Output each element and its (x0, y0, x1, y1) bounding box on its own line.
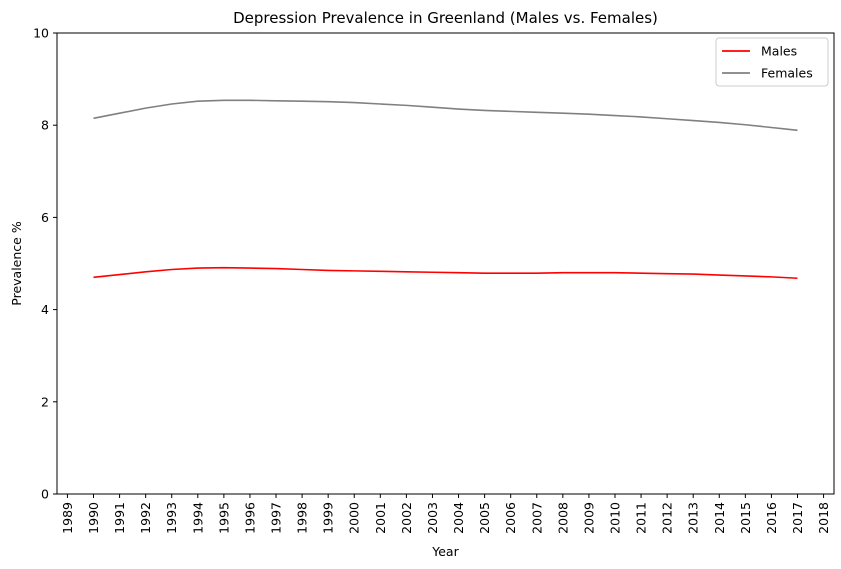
x-tick-label: 1999 (321, 502, 336, 534)
x-tick-label: 2004 (451, 502, 466, 534)
x-tick-label: 1997 (269, 502, 284, 534)
x-tick-label: 1998 (295, 502, 310, 534)
x-tick-label: 2005 (477, 502, 492, 534)
x-axis: 1989 1990 1991 1992 1993 1994 1995 1996 1997 1998… (60, 494, 831, 534)
x-tick-label: 2014 (712, 502, 727, 534)
y-tick-label: 10 (33, 26, 49, 41)
x-tick-label: 2015 (738, 502, 753, 534)
x-tick-label: 2003 (425, 502, 440, 534)
x-tick-label: 2013 (686, 502, 701, 534)
x-tick-label: 2002 (399, 502, 414, 534)
legend-box (715, 37, 829, 87)
chart-title: Depression Prevalence in Greenland (Male… (233, 9, 658, 27)
x-tick-label: 2016 (764, 502, 779, 534)
x-tick-label: 2006 (503, 502, 518, 534)
x-tick-label: 2012 (660, 502, 675, 534)
legend: Males Females (715, 37, 829, 87)
y-axis: 0 2 4 6 8 10 (33, 26, 57, 502)
x-tick-label: 1991 (112, 502, 127, 534)
x-tick-label: 1992 (138, 502, 153, 534)
x-tick-label: 1996 (242, 502, 257, 534)
x-tick-label: 1989 (60, 502, 75, 534)
x-tick-label: 2008 (555, 502, 570, 534)
series-line-males (93, 266, 798, 280)
plot-frame (56, 32, 835, 495)
x-tick-label: 2007 (529, 502, 544, 534)
x-tick-label: 2011 (634, 502, 649, 534)
x-tick-label: 1990 (86, 502, 101, 534)
plot-area (56, 32, 835, 495)
legend-label-males: Males (761, 44, 797, 59)
series-line-females (93, 99, 798, 132)
y-tick-label: 6 (41, 210, 49, 225)
x-tick-label: 2018 (816, 502, 831, 534)
y-tick-label: 0 (41, 487, 49, 502)
y-tick-label: 4 (41, 302, 49, 317)
legend-label-females: Females (761, 66, 813, 81)
x-tick-label: 2000 (347, 502, 362, 534)
y-axis-label: Prevalence % (9, 221, 24, 306)
x-tick-label: 2010 (607, 502, 622, 534)
x-tick-label: 2009 (581, 502, 596, 534)
y-tick-label: 8 (41, 118, 49, 133)
y-tick-label: 2 (41, 394, 49, 409)
x-tick-label: 2001 (373, 502, 388, 534)
x-tick-label: 1993 (164, 502, 179, 534)
x-tick-label: 1994 (190, 502, 205, 534)
x-tick-label: 2017 (790, 502, 805, 534)
x-axis-label: Year (431, 544, 459, 559)
x-tick-label: 1995 (216, 502, 231, 534)
